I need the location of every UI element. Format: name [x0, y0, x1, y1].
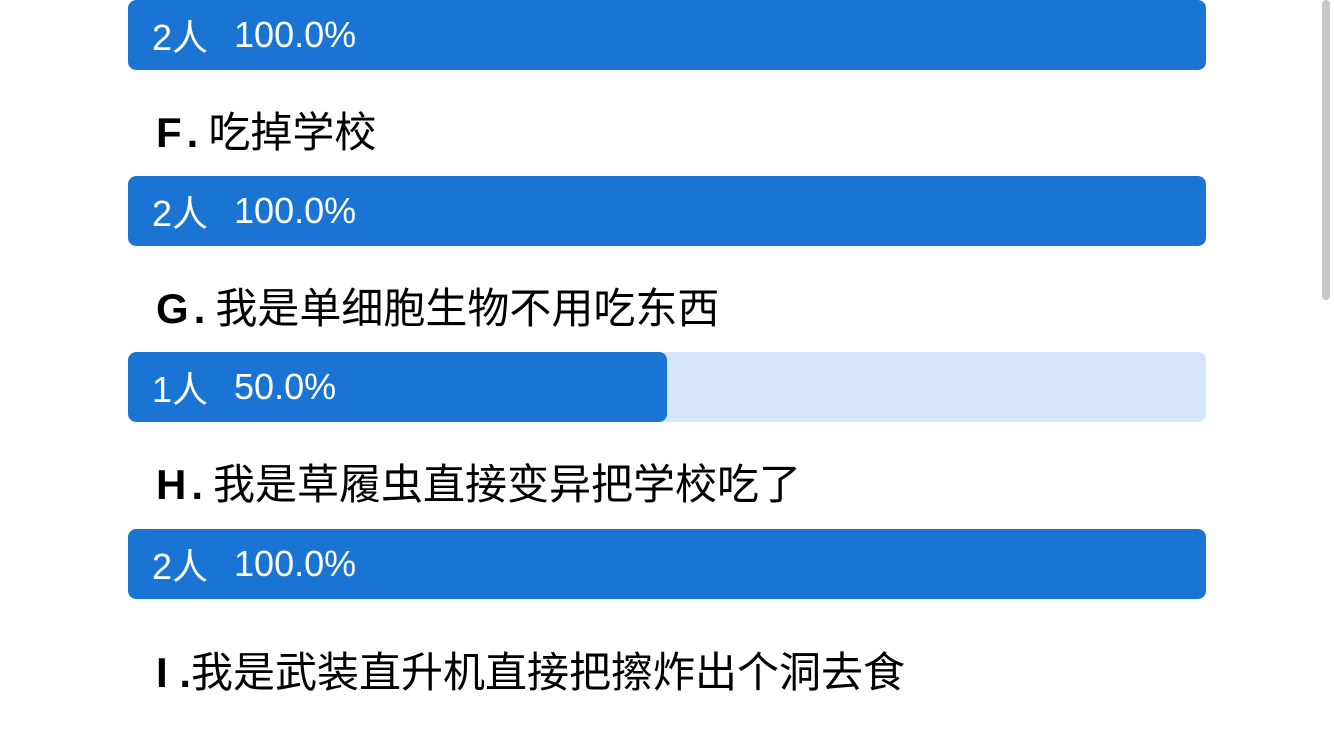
result-bar-fill: 2人 100.0%	[128, 176, 1206, 246]
option-label: H . 我是草履虫直接变异把学校吃了	[128, 422, 1206, 528]
vote-percent: 100.0%	[234, 14, 356, 56]
result-bar-track: 1人 50.0%	[128, 352, 1206, 422]
option-block: 2人 100.0%	[128, 0, 1206, 70]
option-block: H . 我是草履虫直接变异把学校吃了 2人 100.0%	[128, 422, 1206, 598]
option-text: 我是武装直升机直接把擦炸出个洞去食	[191, 649, 905, 696]
option-separator: .	[191, 462, 203, 508]
result-bar-track: 2人 100.0%	[128, 0, 1206, 70]
option-block: G . 我是单细胞生物不用吃东西 1人 50.0%	[128, 246, 1206, 422]
vote-count: 2人	[152, 9, 208, 61]
option-label-partial: I .我是武装直升机直接把擦炸出个洞去食	[128, 599, 1206, 700]
option-letter: H	[156, 462, 187, 508]
option-label: F . 吃掉学校	[128, 70, 1206, 176]
survey-results: 2人 100.0% F . 吃掉学校 2人 100.0% G . 我是单细胞生物…	[0, 0, 1334, 700]
option-label: G . 我是单细胞生物不用吃东西	[128, 246, 1206, 352]
vote-percent: 50.0%	[234, 366, 336, 408]
vote-count: 1人	[152, 361, 208, 413]
option-text: 吃掉学校	[208, 110, 376, 156]
option-letter: I	[156, 649, 168, 696]
vote-count: 2人	[152, 185, 208, 237]
result-bar-track: 2人 100.0%	[128, 529, 1206, 599]
option-text: 我是草履虫直接变异把学校吃了	[213, 462, 801, 508]
option-separator: .	[168, 649, 191, 696]
option-text: 我是单细胞生物不用吃东西	[215, 286, 719, 332]
scrollbar-thumb[interactable]	[1322, 0, 1330, 300]
vote-count: 2人	[152, 538, 208, 590]
option-letter: G	[156, 286, 190, 332]
result-bar-fill: 1人 50.0%	[128, 352, 667, 422]
result-bar-track: 2人 100.0%	[128, 176, 1206, 246]
option-block: F . 吃掉学校 2人 100.0%	[128, 70, 1206, 246]
vote-percent: 100.0%	[234, 190, 356, 232]
result-bar-fill: 2人 100.0%	[128, 0, 1206, 70]
result-bar-fill: 2人 100.0%	[128, 529, 1206, 599]
option-separator: .	[194, 286, 206, 332]
option-separator: .	[187, 110, 199, 156]
option-letter: F	[156, 110, 183, 156]
vote-percent: 100.0%	[234, 543, 356, 585]
